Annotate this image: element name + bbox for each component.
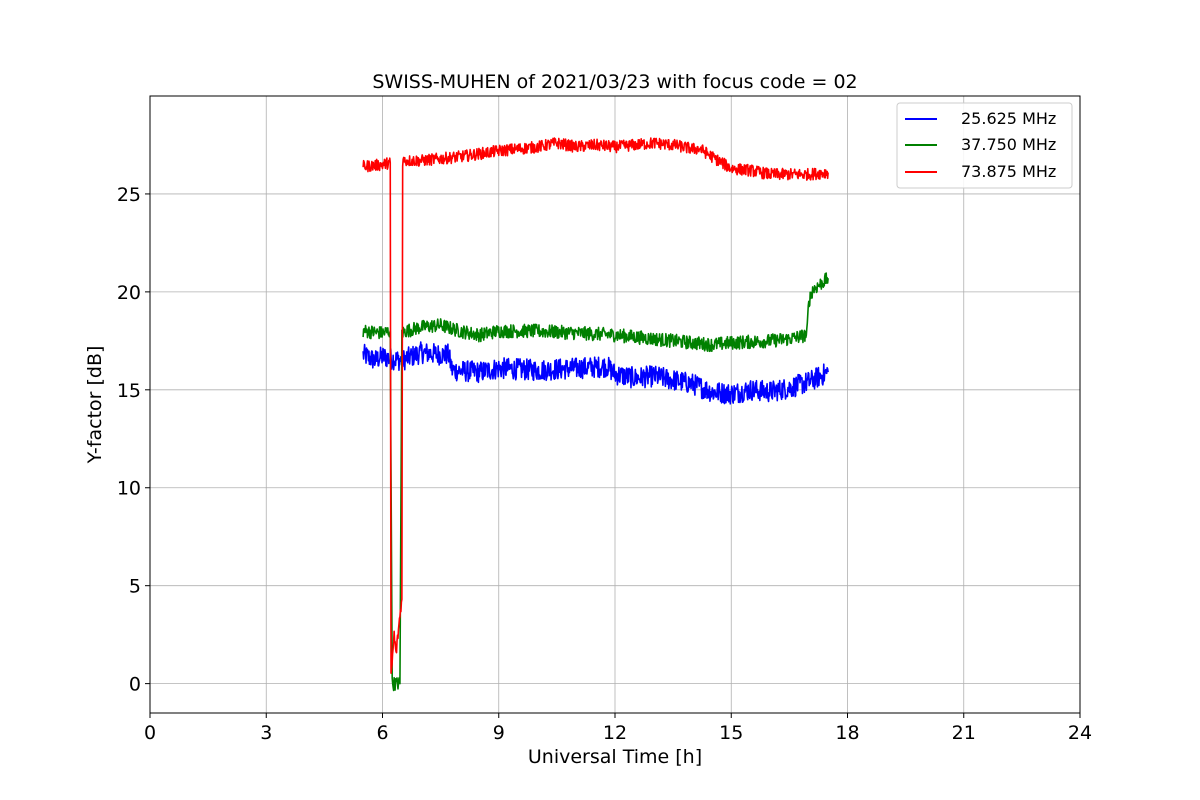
x-axis-label: Universal Time [h] — [528, 746, 702, 768]
y-tick-label: 25 — [117, 184, 141, 206]
y-tick-label: 5 — [129, 576, 141, 598]
legend-label-73875: 73.875 MHz — [961, 162, 1056, 181]
x-tick-label: 12 — [603, 722, 627, 744]
y-tick-label: 0 — [129, 674, 141, 696]
plot-series — [362, 137, 829, 692]
legend-label-37750: 37.750 MHz — [961, 135, 1056, 154]
y-tick-label: 20 — [117, 282, 141, 304]
y-tick-label: 15 — [117, 380, 141, 402]
x-tick-label: 0 — [144, 722, 156, 744]
x-tick-label: 24 — [1068, 722, 1092, 744]
legend-label-25625: 25.625 MHz — [961, 109, 1056, 128]
chart-title: SWISS-MUHEN of 2021/03/23 with focus cod… — [372, 71, 857, 93]
series-line-1 — [362, 341, 829, 405]
y-tick-label: 10 — [117, 478, 141, 500]
x-tick-label: 21 — [952, 722, 976, 744]
x-tick-label: 3 — [260, 722, 272, 744]
x-tick-label: 9 — [493, 722, 505, 744]
x-tick-label: 18 — [835, 722, 859, 744]
x-axis-ticks: 0 3 6 9 12 15 18 21 24 — [144, 713, 1092, 744]
y-axis-label: Y-factor [dB] — [84, 346, 106, 465]
series-line-3 — [362, 137, 829, 674]
x-tick-label: 6 — [376, 722, 388, 744]
x-tick-label: 15 — [719, 722, 743, 744]
legend-box — [896, 102, 1073, 189]
legend: 25.625 MHz 37.750 MHz 73.875 MHz — [896, 102, 1073, 189]
y-axis-ticks: 0 5 10 15 20 25 — [117, 184, 150, 696]
series-line-2 — [362, 272, 829, 692]
